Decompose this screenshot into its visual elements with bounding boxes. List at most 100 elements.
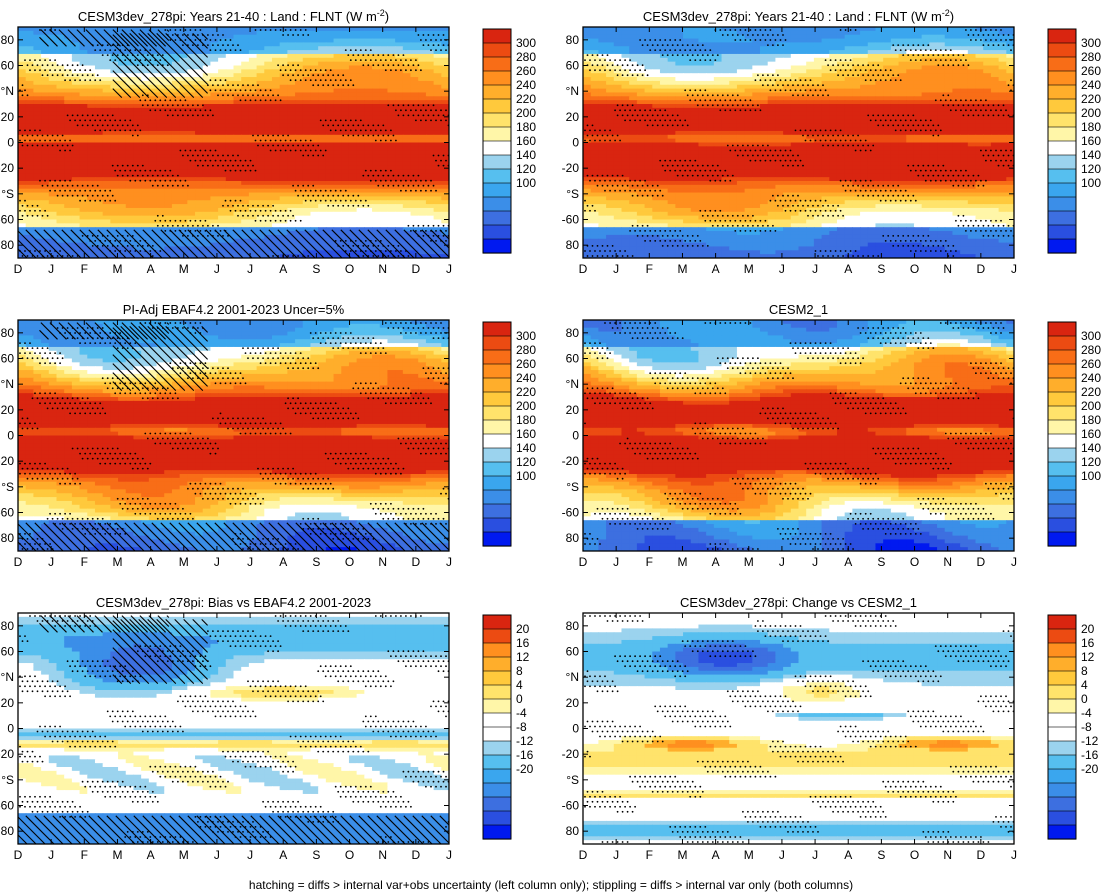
- field-cell: [441, 127, 449, 132]
- field-cell: [225, 223, 235, 228]
- field-cell: [256, 215, 265, 221]
- field-cell: [325, 100, 335, 105]
- stipple-dot: [264, 29, 267, 31]
- stipple-dot: [232, 164, 234, 167]
- stipple-dot: [379, 240, 382, 242]
- field-cell: [133, 150, 142, 155]
- field-cell: [287, 73, 296, 78]
- field-cell: [318, 181, 327, 186]
- stipple-dot: [359, 59, 362, 61]
- field-cell: [829, 42, 838, 47]
- field-cell: [271, 80, 281, 86]
- field-cell: [187, 150, 196, 155]
- field-cell: [295, 165, 304, 171]
- field-cell: [48, 123, 58, 128]
- field-cell: [225, 73, 235, 78]
- x-tick-label: D: [412, 262, 421, 276]
- field-cell: [402, 223, 412, 228]
- field-cell: [441, 100, 449, 105]
- field-cell: [736, 27, 746, 32]
- stipple-dot: [392, 184, 395, 187]
- field-cell: [279, 196, 288, 201]
- stipple-dot: [234, 209, 237, 212]
- field-cell: [302, 146, 312, 151]
- field-cell: [156, 134, 165, 140]
- field-cell: [79, 211, 88, 217]
- stipple-dot: [74, 79, 76, 82]
- stipple-dot: [116, 164, 119, 167]
- field-cell: [241, 61, 250, 67]
- field-cell: [402, 111, 412, 117]
- field-cell: [218, 65, 227, 70]
- field-cell: [202, 61, 212, 67]
- field-cell: [233, 211, 242, 217]
- field-cell: [372, 127, 381, 132]
- field-cell: [379, 107, 389, 113]
- field-cell: [387, 165, 396, 171]
- stipple-dot: [49, 179, 51, 182]
- field-cell: [379, 34, 389, 40]
- field-cell: [944, 27, 954, 32]
- field-cell: [187, 223, 196, 228]
- stipple-dot: [146, 64, 149, 67]
- field-cell: [264, 84, 273, 90]
- field-cell: [171, 96, 181, 101]
- stipple-dot: [390, 179, 392, 182]
- field-cell: [279, 123, 288, 128]
- field-cell: [48, 177, 58, 182]
- stipple-dot: [294, 149, 297, 152]
- stipple-dot: [229, 159, 232, 162]
- field-cell: [379, 142, 389, 147]
- field-cell: [418, 107, 427, 113]
- field-cell: [890, 42, 900, 47]
- field-cell: [94, 84, 104, 90]
- field-cell: [94, 223, 104, 228]
- field-cell: [48, 115, 58, 120]
- field-cell: [348, 238, 358, 244]
- field-cell: [141, 223, 150, 228]
- field-cell: [218, 169, 227, 174]
- field-cell: [241, 127, 250, 132]
- field-cell: [295, 215, 304, 221]
- stipple-dot: [287, 134, 289, 137]
- field-cell: [402, 42, 412, 47]
- hatch-line: [43, 229, 73, 258]
- field-cell: [94, 146, 104, 151]
- field-cell: [372, 119, 381, 124]
- field-cell: [264, 242, 273, 248]
- field-cell: [279, 65, 288, 70]
- stipple-dot: [249, 159, 252, 162]
- stipple-dot: [204, 219, 207, 222]
- field-cell: [333, 250, 342, 255]
- field-cell: [271, 254, 281, 258]
- stipple-dot: [324, 69, 327, 72]
- field-cell: [148, 188, 158, 194]
- field-cell: [341, 115, 350, 120]
- stipple-dot: [359, 129, 362, 132]
- field-cell: [210, 200, 219, 205]
- field-cell: [598, 34, 607, 40]
- field-cell: [94, 27, 104, 32]
- field-cell: [241, 246, 250, 251]
- field-cell: [156, 130, 165, 136]
- field-cell: [125, 80, 135, 86]
- field-cell: [133, 165, 142, 171]
- stipple-dot: [309, 189, 312, 192]
- field-cell: [141, 181, 150, 186]
- field-cell: [233, 111, 242, 117]
- field-cell: [233, 127, 242, 132]
- field-cell: [210, 104, 219, 109]
- field-cell: [279, 88, 288, 94]
- stipple-dot: [387, 104, 390, 107]
- field-cell: [241, 34, 250, 40]
- field-cell: [64, 34, 73, 40]
- field-cell: [79, 77, 88, 82]
- field-cell: [125, 246, 135, 251]
- field-cell: [94, 42, 104, 47]
- stipple-dot: [435, 189, 437, 192]
- field-cell: [241, 227, 250, 232]
- stipple-dot: [184, 149, 187, 152]
- field-cell: [441, 57, 449, 63]
- field-cell: [94, 200, 104, 205]
- field-cell: [256, 204, 265, 209]
